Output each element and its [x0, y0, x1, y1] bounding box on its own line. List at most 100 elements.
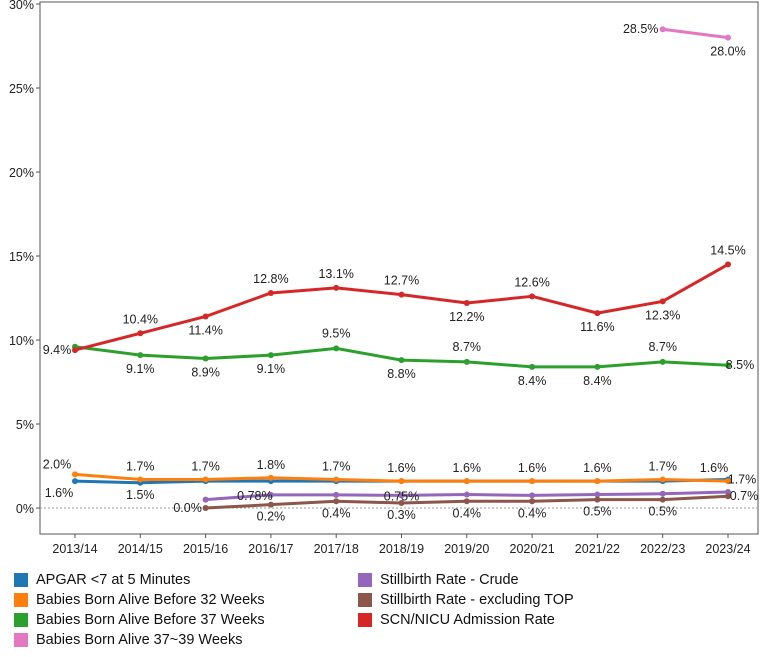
data-point	[725, 493, 731, 500]
data-label: 0.3%	[387, 508, 416, 522]
data-point	[529, 293, 536, 300]
chart-axes: 0% 5% 10% 15% 20% 25% 30% 2013/14 2014/15 2015/16…	[9, 0, 759, 556]
data-label: 12.3%	[645, 308, 680, 322]
data-point	[463, 478, 470, 485]
data-label: 8.7%	[648, 340, 677, 354]
x-tick-label: 2016/17	[248, 542, 293, 556]
data-point	[659, 26, 666, 33]
data-point	[202, 505, 209, 511]
y-tick-label: 10%	[9, 334, 34, 348]
data-label: 1.6%	[700, 461, 729, 475]
data-point	[529, 498, 536, 505]
legend-item-before-37-weeks[interactable]: Babies Born Alive Before 37 Weeks	[14, 612, 265, 628]
data-point	[202, 496, 209, 503]
data-point	[333, 491, 340, 498]
x-tick-label: 2019/20	[444, 542, 489, 556]
y-tick-label: 25%	[9, 82, 34, 96]
legend-label: Babies Born Alive Before 37 Weeks	[36, 612, 265, 628]
data-point	[594, 496, 601, 503]
y-tick-label: 0%	[16, 502, 34, 516]
data-point	[463, 491, 470, 498]
y-tick-label: 20%	[9, 166, 34, 180]
data-point	[267, 474, 274, 481]
data-label: 1.6%	[387, 461, 416, 475]
data-point	[659, 298, 666, 305]
data-point	[725, 362, 731, 369]
data-label: 1.6%	[453, 461, 482, 475]
data-point	[267, 352, 274, 359]
legend-swatch	[358, 613, 372, 627]
data-label: 1.8%	[257, 458, 286, 472]
data-point	[267, 289, 274, 296]
data-point	[333, 284, 340, 291]
data-point	[137, 330, 144, 337]
legend-item-stillbirth-excluding-top[interactable]: Stillbirth Rate - excluding TOP	[358, 592, 574, 608]
data-label: 1.7%	[648, 459, 677, 473]
data-point	[725, 489, 731, 496]
x-tick-label: 2022/23	[640, 542, 685, 556]
data-label: 1.6%	[518, 461, 547, 475]
legend-item-scn-nicu[interactable]: SCN/NICU Admission Rate	[358, 612, 555, 628]
x-tick-label: 2023/24	[705, 542, 750, 556]
data-label: 0.78%	[237, 489, 272, 503]
data-label: 12.7%	[384, 274, 419, 288]
data-label: 0.5%	[648, 505, 677, 519]
data-label: 0.0%	[173, 501, 202, 515]
legend-item-apgar[interactable]: APGAR <7 at 5 Minutes	[14, 572, 190, 588]
legend-swatch	[358, 593, 372, 607]
data-label: 0.7%	[730, 489, 759, 503]
data-point	[463, 300, 470, 307]
data-label: 0.5%	[583, 505, 612, 519]
data-label: 0.4%	[518, 506, 547, 520]
data-label: 14.5%	[710, 243, 745, 257]
x-tick-label: 2015/16	[183, 542, 228, 556]
data-point	[463, 498, 470, 505]
data-label: 9.5%	[322, 326, 351, 340]
data-label: 28.0%	[710, 45, 745, 59]
data-point	[72, 478, 78, 485]
legend-swatch	[14, 573, 28, 587]
data-point	[529, 492, 536, 499]
data-label: 8.8%	[387, 367, 416, 381]
data-point	[725, 478, 731, 485]
data-point	[594, 478, 601, 485]
legend-item-before-32-weeks[interactable]: Babies Born Alive Before 32 Weeks	[14, 592, 265, 608]
legend-label: Stillbirth Rate - Crude	[380, 572, 519, 588]
x-tick-label: 2021/22	[575, 542, 620, 556]
series-line	[662, 27, 729, 40]
data-label: 12.6%	[514, 275, 549, 289]
y-tick-label: 30%	[9, 0, 34, 12]
legend-item-37-39-weeks[interactable]: Babies Born Alive 37~39 Weeks	[14, 632, 242, 648]
data-point	[202, 313, 209, 320]
data-label: 12.2%	[449, 310, 484, 324]
legend-label: Babies Born Alive Before 32 Weeks	[36, 592, 265, 608]
data-point	[398, 478, 405, 485]
data-label: 13.1%	[318, 267, 353, 281]
data-point	[137, 352, 144, 359]
data-point	[594, 310, 601, 317]
data-point	[398, 357, 405, 364]
plot-frame	[39, 1, 759, 535]
x-tick-label: 2018/19	[379, 542, 424, 556]
data-point	[333, 345, 340, 352]
data-label: 8.4%	[583, 374, 612, 388]
data-point	[659, 490, 666, 497]
data-point	[594, 491, 601, 498]
legend: APGAR <7 at 5 Minutes Babies Born Alive …	[14, 572, 754, 652]
chart-series	[72, 26, 731, 511]
data-point	[398, 499, 405, 506]
data-point	[659, 476, 666, 483]
legend-item-stillbirth-crude[interactable]: Stillbirth Rate - Crude	[358, 572, 519, 588]
data-label: 1.6%	[45, 486, 74, 500]
data-label: 1.7%	[322, 459, 351, 473]
data-label: 2.0%	[43, 457, 72, 471]
data-label: 1.7%	[728, 472, 757, 486]
data-point	[725, 34, 731, 41]
x-tick-label: 2017/18	[314, 542, 359, 556]
data-point	[137, 476, 144, 483]
data-point	[659, 358, 666, 365]
y-tick-label: 15%	[9, 250, 34, 264]
data-point	[594, 363, 601, 370]
legend-swatch	[14, 613, 28, 627]
